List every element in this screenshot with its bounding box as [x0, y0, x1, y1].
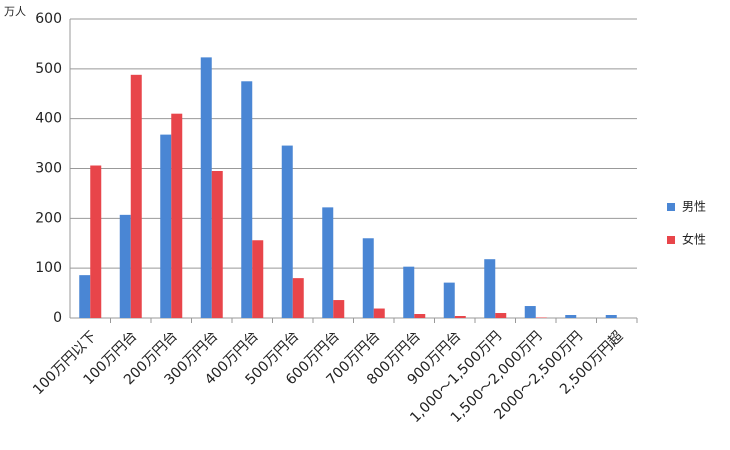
bar: [414, 314, 426, 318]
y-tick-label: 100: [35, 260, 62, 276]
legend-label: 男性: [682, 200, 706, 214]
bar: [403, 266, 415, 318]
bar: [565, 315, 577, 318]
y-tick-label: 200: [35, 210, 62, 226]
bar: [171, 113, 183, 318]
bar: [443, 282, 455, 318]
x-tick-label: 100万円以下: [30, 328, 100, 398]
bar: [292, 278, 304, 318]
bar: [90, 165, 102, 318]
legend-label: 女性: [682, 232, 706, 247]
y-tick-label: 600: [35, 11, 62, 27]
y-tick-label: 400: [35, 111, 62, 127]
bar: [211, 170, 223, 318]
y-axis-label: 万人: [4, 5, 26, 18]
bar: [495, 313, 507, 318]
legend-swatch: [667, 236, 675, 244]
bar: [241, 81, 253, 319]
y-tick-label: 300: [35, 161, 62, 177]
bar: [605, 315, 617, 318]
bar: [454, 316, 466, 318]
bar: [79, 275, 91, 318]
bar: [160, 134, 172, 318]
bar: [524, 306, 536, 318]
y-tick-label: 500: [35, 61, 62, 77]
bar: [130, 74, 142, 319]
y-tick-label: 0: [53, 310, 62, 326]
bar: [373, 308, 385, 318]
bar: [322, 207, 334, 318]
bar: [484, 259, 496, 318]
bar: [252, 240, 264, 318]
legend-swatch: [667, 203, 675, 211]
bar: [362, 238, 374, 318]
bar: [119, 214, 131, 318]
bar: [281, 145, 293, 318]
bar: [333, 300, 345, 318]
bar: [200, 57, 212, 318]
